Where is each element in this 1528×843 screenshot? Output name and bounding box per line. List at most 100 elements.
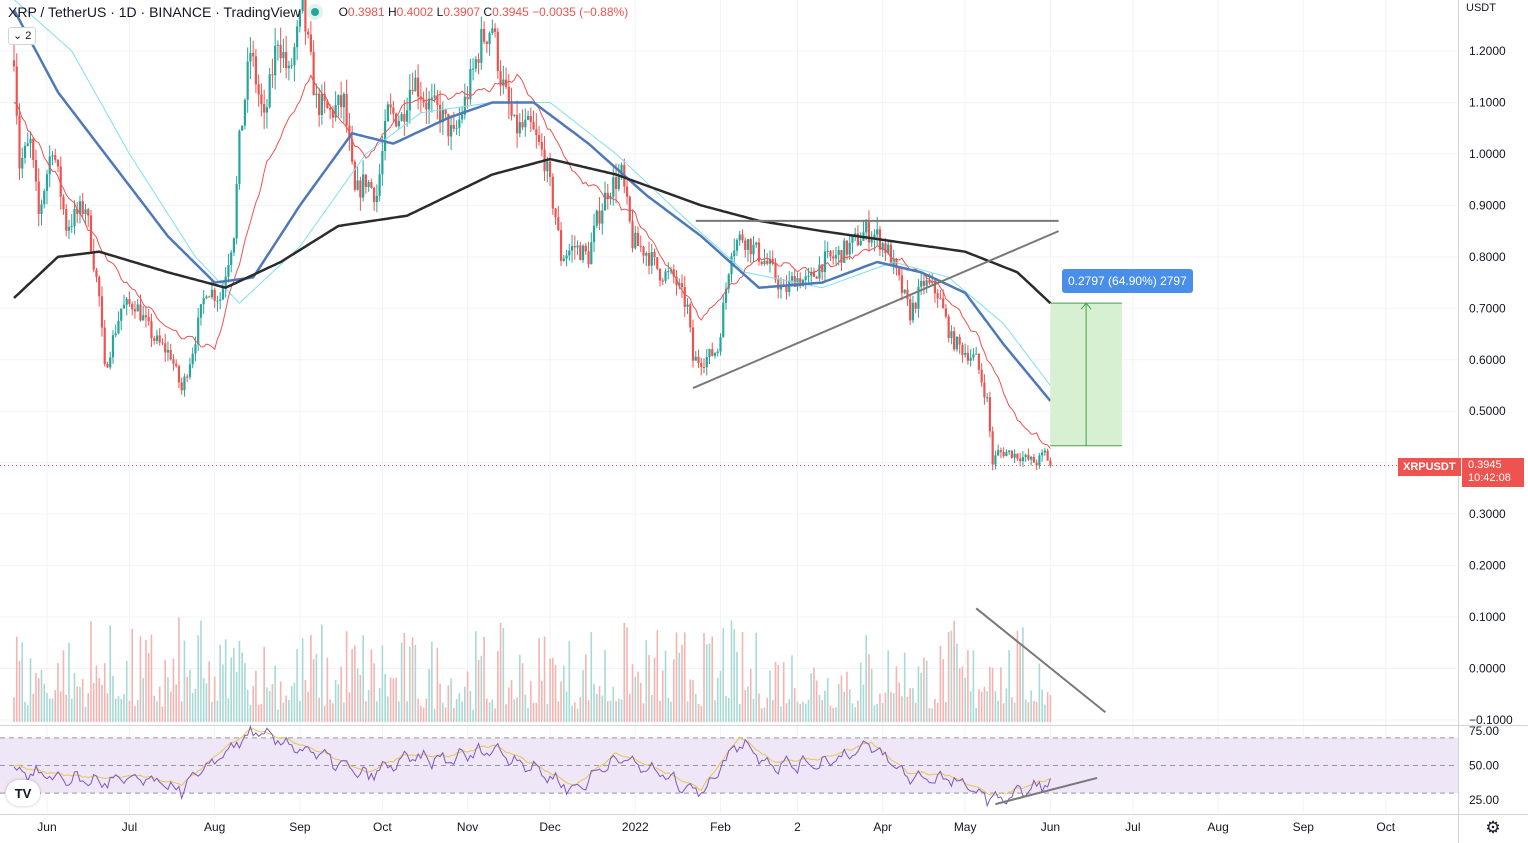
candle-body: [65, 209, 68, 231]
price-tick-label: 0.5000: [1469, 404, 1506, 418]
candle-body: [274, 45, 277, 76]
candle-body: [777, 279, 780, 290]
candle-body: [367, 182, 370, 188]
volume-bar: [945, 702, 947, 722]
volume-bar: [530, 681, 532, 722]
volume-bar: [711, 636, 714, 722]
symbol-title[interactable]: XRP / TetherUS · 1D · BINANCE · TradingV…: [8, 4, 301, 20]
candle-body: [54, 155, 57, 160]
candle-body: [51, 155, 54, 157]
volume-bar: [337, 684, 340, 722]
candle-body: [735, 240, 739, 251]
volume-bar: [400, 642, 403, 722]
volume-bar: [730, 620, 733, 722]
candle-body: [428, 99, 431, 110]
candle-body: [194, 344, 197, 354]
volume-bar: [326, 657, 329, 722]
candle-body: [406, 110, 409, 122]
volume-bar: [829, 705, 832, 722]
candle-body: [639, 245, 642, 247]
volume-bar: [637, 671, 639, 722]
candle-body: [433, 95, 436, 98]
volume-bar: [815, 680, 818, 722]
volume-bar: [873, 705, 876, 722]
volume-bar: [538, 638, 540, 722]
volume-bar: [653, 657, 656, 722]
volume-bar: [1030, 690, 1032, 722]
volume-bar: [705, 644, 708, 722]
volume-bar: [802, 701, 804, 722]
volume-bar: [348, 692, 351, 722]
volume-bar: [464, 686, 466, 722]
measure-label[interactable]: 0.2797 (64.90%) 2797: [1062, 269, 1193, 293]
candle-body: [966, 352, 970, 361]
volume-bar: [304, 679, 307, 722]
volume-bar: [576, 708, 579, 722]
tradingview-logo-icon[interactable]: TV: [6, 780, 40, 806]
candle-body: [469, 69, 472, 100]
candle-body: [603, 192, 607, 211]
candle-body: [331, 109, 334, 118]
candle-body: [364, 174, 367, 188]
volume-bar: [617, 698, 620, 722]
candle-body: [276, 44, 280, 46]
candle-body: [43, 190, 46, 205]
volume-bar: [824, 690, 826, 722]
volume-bar: [296, 649, 298, 722]
volume-bar: [667, 697, 670, 722]
indicators-collapse-button[interactable]: ⌄ 2: [8, 27, 37, 45]
candle-body: [955, 336, 959, 350]
candle-body: [128, 299, 131, 305]
volume-bar: [76, 686, 79, 722]
volume-bar: [870, 668, 873, 722]
volume-bar: [1016, 630, 1019, 722]
volume-bar: [675, 632, 678, 722]
candle-body: [914, 302, 917, 309]
volume-bar: [271, 684, 274, 722]
volume-bar: [376, 701, 378, 722]
candle-body: [612, 177, 615, 197]
volume-bar: [532, 702, 535, 722]
candle-body: [249, 52, 252, 62]
candle-body: [584, 245, 587, 252]
time-tick-label: Aug: [1207, 820, 1228, 834]
candle-body: [760, 261, 763, 264]
volume-bar: [1049, 695, 1052, 722]
candle-body: [373, 187, 376, 203]
candle-body: [210, 289, 214, 298]
volume-bar: [68, 642, 70, 722]
volume-bar: [714, 700, 716, 722]
candle-body: [32, 138, 35, 160]
candle-body: [876, 229, 879, 235]
candle-body: [351, 139, 354, 162]
volume-bar: [1002, 703, 1005, 722]
candle-body: [411, 89, 414, 92]
volume-bar: [164, 659, 166, 722]
candle-body: [219, 299, 222, 301]
volume-bar: [461, 701, 463, 722]
currency-label[interactable]: USDT: [1466, 2, 1496, 14]
candle-body: [944, 308, 948, 317]
volume-bar: [35, 672, 37, 722]
volume-bar: [697, 703, 700, 722]
candle-body: [29, 138, 32, 144]
candle-body: [986, 397, 989, 399]
candle-body: [942, 298, 945, 309]
candle-body: [881, 243, 884, 250]
volume-bar: [392, 678, 395, 722]
candle-body: [56, 159, 60, 167]
volume-bar: [648, 655, 650, 722]
candle-body: [252, 52, 255, 57]
volume-bar: [1019, 643, 1021, 722]
volume-bar: [848, 689, 851, 722]
candle-body: [345, 93, 348, 126]
volume-bar: [158, 686, 161, 722]
candle-body: [724, 288, 728, 303]
gear-icon[interactable]: ⚙: [1485, 818, 1501, 837]
volume-bar: [370, 649, 373, 722]
volume-bar: [719, 670, 722, 722]
candle-body: [449, 124, 453, 137]
volume-bar: [535, 702, 538, 722]
volume-bar: [106, 693, 109, 722]
